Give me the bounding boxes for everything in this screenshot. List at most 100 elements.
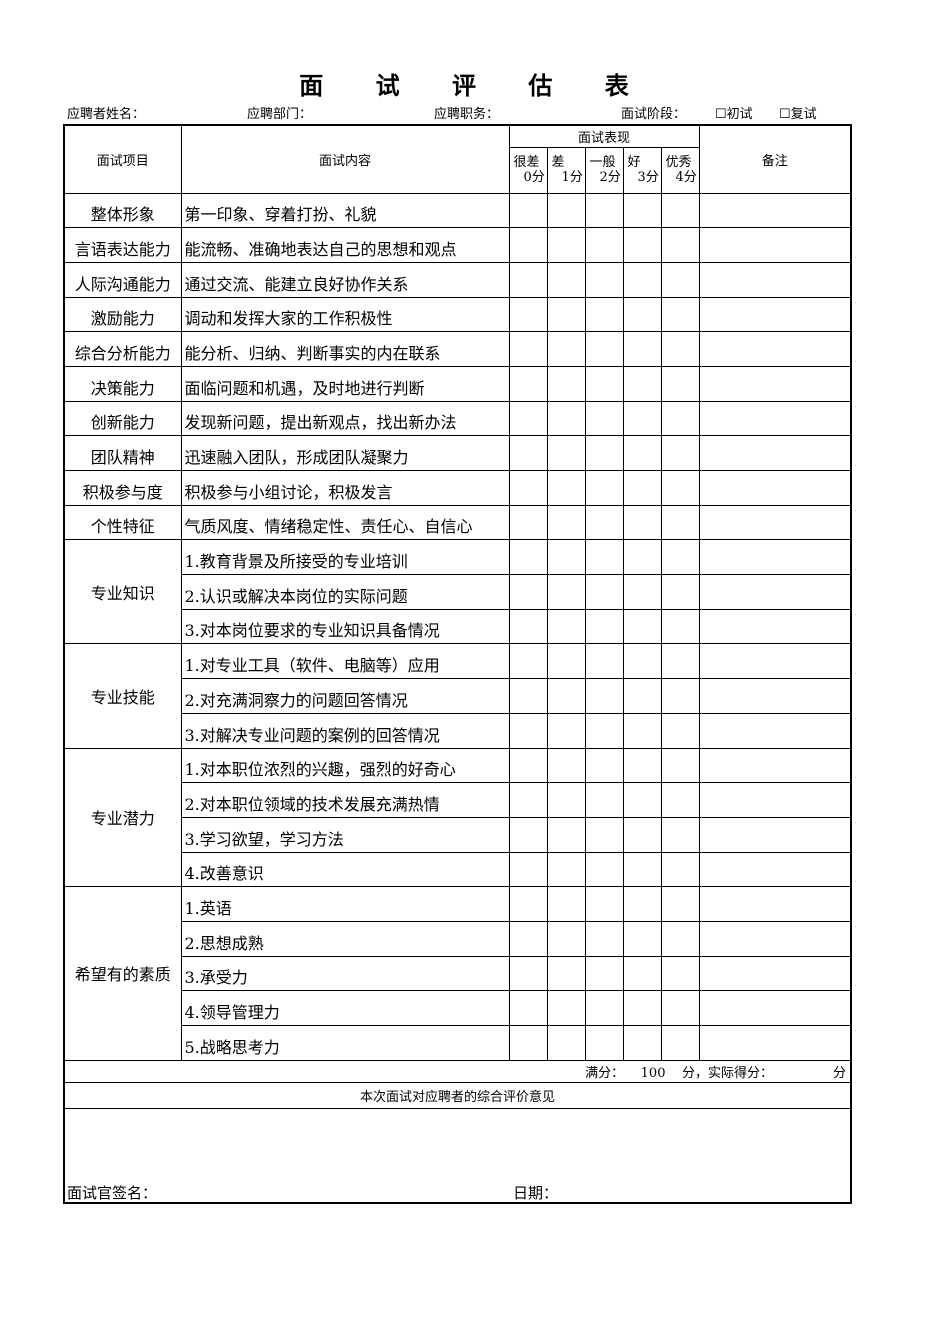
score-cell[interactable]: [660, 816, 700, 853]
score-cell[interactable]: [508, 1025, 548, 1061]
score-cell[interactable]: [584, 296, 624, 333]
score-cell[interactable]: [584, 816, 624, 853]
score-cell[interactable]: [546, 678, 586, 714]
score-cell[interactable]: [508, 192, 548, 229]
score-cell[interactable]: [508, 261, 548, 298]
score-cell[interactable]: [622, 574, 662, 610]
notes-cell[interactable]: [698, 261, 852, 298]
notes-cell[interactable]: [698, 227, 852, 263]
score-cell[interactable]: [584, 331, 624, 367]
notes-cell[interactable]: [698, 712, 852, 749]
score-cell[interactable]: [660, 365, 700, 402]
score-cell[interactable]: [622, 192, 662, 229]
score-cell[interactable]: [508, 678, 548, 714]
score-cell[interactable]: [622, 470, 662, 506]
score-cell[interactable]: [546, 470, 586, 506]
score-cell[interactable]: [546, 886, 586, 922]
score-cell[interactable]: [508, 574, 548, 610]
score-cell[interactable]: [622, 886, 662, 922]
comment-area[interactable]: [63, 1107, 852, 1204]
score-cell[interactable]: [622, 678, 662, 714]
score-cell[interactable]: [660, 574, 700, 610]
score-cell[interactable]: [622, 851, 662, 888]
score-cell[interactable]: [546, 955, 586, 992]
score-cell[interactable]: [508, 331, 548, 367]
score-cell[interactable]: [546, 400, 586, 437]
score-cell[interactable]: [660, 227, 700, 263]
score-cell[interactable]: [508, 782, 548, 818]
score-cell[interactable]: [584, 504, 624, 541]
score-cell[interactable]: [546, 747, 586, 784]
notes-cell[interactable]: [698, 678, 852, 714]
score-cell[interactable]: [508, 608, 548, 645]
score-cell[interactable]: [546, 712, 586, 749]
score-cell[interactable]: [660, 470, 700, 506]
score-cell[interactable]: [584, 539, 624, 576]
score-cell[interactable]: [584, 470, 624, 506]
score-cell[interactable]: [546, 1025, 586, 1061]
score-cell[interactable]: [508, 227, 548, 263]
score-cell[interactable]: [508, 990, 548, 1026]
notes-cell[interactable]: [698, 608, 852, 645]
notes-cell[interactable]: [698, 400, 852, 437]
notes-cell[interactable]: [698, 955, 852, 992]
score-cell[interactable]: [660, 886, 700, 922]
score-cell[interactable]: [622, 261, 662, 298]
score-cell[interactable]: [584, 574, 624, 610]
notes-cell[interactable]: [698, 990, 852, 1026]
score-cell[interactable]: [508, 816, 548, 853]
score-cell[interactable]: [622, 920, 662, 957]
notes-cell[interactable]: [698, 782, 852, 818]
score-cell[interactable]: [584, 851, 624, 888]
score-cell[interactable]: [622, 990, 662, 1026]
notes-cell[interactable]: [698, 504, 852, 541]
score-cell[interactable]: [546, 365, 586, 402]
score-cell[interactable]: [546, 504, 586, 541]
score-cell[interactable]: [622, 816, 662, 853]
score-cell[interactable]: [546, 539, 586, 576]
score-cell[interactable]: [508, 504, 548, 541]
score-cell[interactable]: [660, 608, 700, 645]
notes-cell[interactable]: [698, 886, 852, 922]
score-cell[interactable]: [584, 990, 624, 1026]
score-cell[interactable]: [622, 782, 662, 818]
score-cell[interactable]: [584, 400, 624, 437]
score-cell[interactable]: [660, 539, 700, 576]
score-cell[interactable]: [546, 574, 586, 610]
score-cell[interactable]: [508, 470, 548, 506]
score-cell[interactable]: [546, 331, 586, 367]
score-cell[interactable]: [622, 712, 662, 749]
score-cell[interactable]: [546, 192, 586, 229]
second-interview-checkbox[interactable]: ☐复试: [779, 107, 817, 122]
notes-cell[interactable]: [698, 643, 852, 680]
score-cell[interactable]: [660, 851, 700, 888]
score-cell[interactable]: [622, 608, 662, 645]
score-cell[interactable]: [622, 643, 662, 680]
score-cell[interactable]: [584, 261, 624, 298]
score-cell[interactable]: [584, 920, 624, 957]
score-cell[interactable]: [660, 920, 700, 957]
score-cell[interactable]: [508, 955, 548, 992]
score-cell[interactable]: [584, 1025, 624, 1061]
notes-cell[interactable]: [698, 920, 852, 957]
notes-cell[interactable]: [698, 1025, 852, 1061]
score-cell[interactable]: [546, 920, 586, 957]
score-cell[interactable]: [660, 296, 700, 333]
score-cell[interactable]: [622, 955, 662, 992]
notes-cell[interactable]: [698, 816, 852, 853]
notes-cell[interactable]: [698, 192, 852, 229]
score-cell[interactable]: [660, 261, 700, 298]
score-cell[interactable]: [622, 331, 662, 367]
score-cell[interactable]: [584, 955, 624, 992]
score-cell[interactable]: [660, 435, 700, 471]
score-cell[interactable]: [584, 643, 624, 680]
score-cell[interactable]: [660, 192, 700, 229]
notes-cell[interactable]: [698, 747, 852, 784]
score-cell[interactable]: [508, 886, 548, 922]
score-cell[interactable]: [622, 747, 662, 784]
score-cell[interactable]: [584, 712, 624, 749]
score-cell[interactable]: [660, 678, 700, 714]
score-cell[interactable]: [546, 261, 586, 298]
score-cell[interactable]: [660, 712, 700, 749]
score-cell[interactable]: [546, 782, 586, 818]
